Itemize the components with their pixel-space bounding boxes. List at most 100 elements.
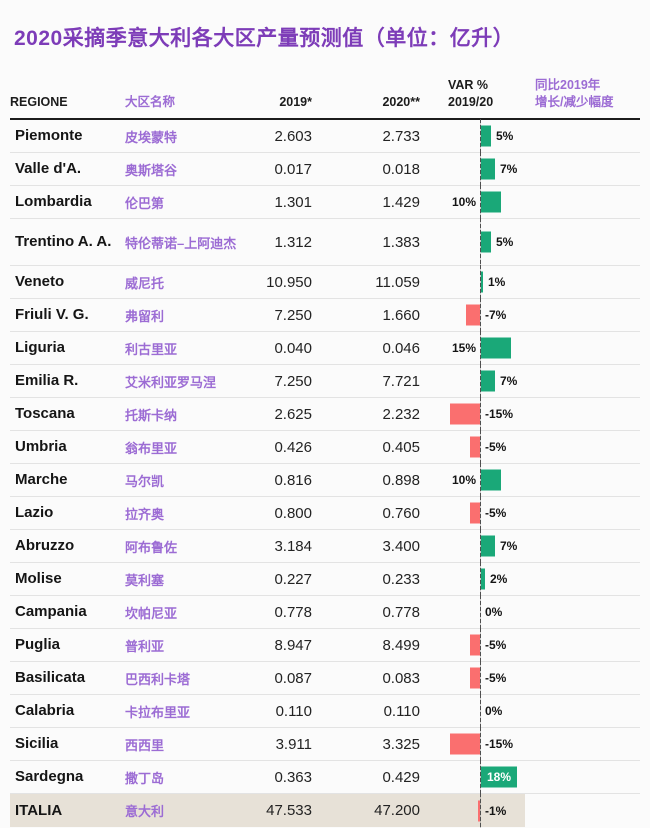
value-2020: 1.383 bbox=[382, 233, 420, 251]
var-label: -7% bbox=[485, 308, 507, 322]
region-name-cn: 翁布里亚 bbox=[125, 440, 178, 456]
var-bar-zone: -1% bbox=[430, 793, 640, 828]
var-label: 10% bbox=[451, 195, 476, 209]
value-2020: 0.110 bbox=[383, 702, 420, 720]
var-bar-zone: 7% bbox=[430, 364, 640, 398]
value-2020: 2.733 bbox=[382, 127, 420, 145]
value-2020: 0.429 bbox=[382, 768, 420, 786]
region-name-cn: 皮埃蒙特 bbox=[125, 129, 178, 145]
var-bar bbox=[481, 271, 483, 293]
var-bar-zone: 5% bbox=[430, 119, 640, 153]
var-label: 1% bbox=[488, 275, 506, 289]
table-row: Puglia 普利亚 8.947 8.499 -5% bbox=[10, 628, 640, 662]
region-name: Umbria bbox=[15, 438, 67, 456]
zero-line bbox=[480, 119, 481, 153]
region-name-cn: 坎帕尼亚 bbox=[125, 605, 178, 621]
zero-line bbox=[480, 661, 481, 695]
var-bar bbox=[470, 436, 480, 458]
value-2019: 10.950 bbox=[266, 273, 312, 291]
var-bar-zone: -5% bbox=[430, 430, 640, 464]
var-label: -15% bbox=[485, 737, 514, 751]
zero-line bbox=[480, 218, 481, 266]
table-row: Calabria 卡拉布里亚 0.110 0.110 0% bbox=[10, 694, 640, 728]
region-name: ITALIA bbox=[15, 801, 63, 819]
region-name-cn: 卡拉布里亚 bbox=[125, 704, 191, 720]
value-2019: 0.110 bbox=[275, 702, 312, 720]
value-2020: 0.233 bbox=[382, 570, 420, 588]
var-bar-zone: 5% bbox=[430, 218, 640, 266]
var-bar-zone: 2% bbox=[430, 562, 640, 596]
var-bar-zone: 1% bbox=[430, 265, 640, 299]
var-bar-zone: -5% bbox=[430, 661, 640, 695]
value-2020: 0.898 bbox=[382, 471, 420, 489]
region-name: Sicilia bbox=[15, 735, 59, 753]
zero-line bbox=[480, 265, 481, 299]
table-header-row: REGIONE 大区名称 2019* 2020** VAR % 2019/20 … bbox=[10, 65, 640, 120]
var-label: 5% bbox=[496, 235, 514, 249]
table-row: Veneto 威尼托 10.950 11.059 1% bbox=[10, 265, 640, 299]
var-bar bbox=[481, 337, 511, 359]
zero-line bbox=[480, 397, 481, 431]
region-name-cn: 奥斯塔谷 bbox=[125, 162, 178, 178]
table-row: Molise 莫利塞 0.227 0.233 2% bbox=[10, 562, 640, 596]
zero-line bbox=[480, 562, 481, 596]
header-yoy-line2: 增长/减少幅度 bbox=[535, 95, 614, 110]
value-2020: 0.083 bbox=[382, 669, 420, 687]
value-2020: 0.405 bbox=[382, 438, 420, 456]
table-body: Piemonte 皮埃蒙特 2.603 2.733 5% Valle d'A. … bbox=[10, 119, 640, 828]
region-name: Valle d'A. bbox=[15, 160, 82, 178]
region-name-cn: 特伦蒂诺–上阿迪杰 bbox=[125, 235, 237, 251]
var-label: 7% bbox=[500, 539, 518, 553]
value-2020: 0.760 bbox=[382, 504, 420, 522]
table-row: Valle d'A. 奥斯塔谷 0.017 0.018 7% bbox=[10, 152, 640, 186]
table-row: Abruzzo 阿布鲁佐 3.184 3.400 7% bbox=[10, 529, 640, 563]
value-2019: 0.017 bbox=[274, 160, 312, 178]
var-bar-zone: -5% bbox=[430, 628, 640, 662]
region-name-cn: 艾米利亚罗马涅 bbox=[125, 374, 217, 390]
region-name-cn: 撒丁岛 bbox=[125, 770, 165, 786]
var-label: 7% bbox=[500, 162, 518, 176]
var-bar-zone: -5% bbox=[430, 496, 640, 530]
var-label: 5% bbox=[496, 129, 514, 143]
value-2020: 11.059 bbox=[375, 273, 420, 291]
region-name: Emilia R. bbox=[15, 372, 79, 390]
region-name: Friuli V. G. bbox=[15, 306, 89, 324]
value-2020: 3.325 bbox=[382, 735, 420, 753]
value-2019: 3.184 bbox=[274, 537, 312, 555]
var-label: -5% bbox=[485, 506, 507, 520]
value-2019: 8.947 bbox=[274, 636, 312, 654]
var-bar bbox=[470, 634, 480, 656]
var-label: -15% bbox=[485, 407, 514, 421]
var-bar-zone: 7% bbox=[430, 529, 640, 563]
var-bar bbox=[481, 125, 491, 147]
header-yoy-change: 同比2019年 增长/减少幅度 bbox=[535, 77, 613, 111]
region-name: Lombardia bbox=[15, 193, 92, 211]
table-row: Trentino A. A. 特伦蒂诺–上阿迪杰 1.312 1.383 5% bbox=[10, 218, 640, 266]
value-2019: 0.778 bbox=[274, 603, 312, 621]
var-label: -1% bbox=[485, 803, 507, 818]
value-2019: 0.800 bbox=[274, 504, 312, 522]
var-bar bbox=[481, 191, 501, 213]
var-bar-zone: 15% bbox=[430, 331, 640, 365]
value-2020: 2.232 bbox=[382, 405, 420, 423]
var-bar-zone: -15% bbox=[430, 727, 640, 761]
value-2020: 3.400 bbox=[382, 537, 420, 555]
region-name-cn: 伦巴第 bbox=[125, 195, 165, 211]
var-label: -5% bbox=[485, 440, 507, 454]
zero-line bbox=[480, 298, 481, 332]
header-region-name-cn: 大区名称 bbox=[125, 95, 176, 110]
value-2019: 7.250 bbox=[274, 372, 312, 390]
zero-line bbox=[480, 628, 481, 662]
value-2019: 0.227 bbox=[274, 570, 312, 588]
zero-line bbox=[480, 694, 481, 728]
header-2020: 2020** bbox=[382, 95, 420, 110]
zero-line bbox=[480, 430, 481, 464]
region-name: Molise bbox=[15, 570, 62, 588]
table-row: Toscana 托斯卡纳 2.625 2.232 -15% bbox=[10, 397, 640, 431]
var-bar-zone: 0% bbox=[430, 595, 640, 629]
region-name: Toscana bbox=[15, 405, 75, 423]
header-2019: 2019* bbox=[279, 95, 312, 110]
var-label: -5% bbox=[485, 638, 507, 652]
var-label: -5% bbox=[485, 671, 507, 685]
var-label: 10% bbox=[451, 473, 476, 487]
